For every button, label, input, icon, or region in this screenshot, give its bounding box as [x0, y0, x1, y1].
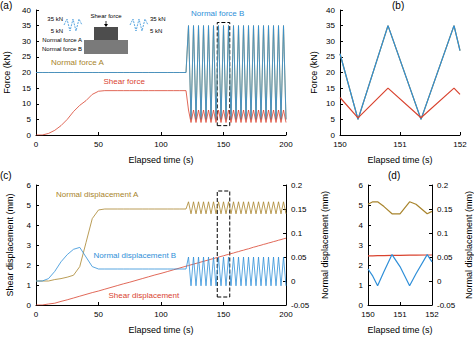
svg-text:Elapsed time (s): Elapsed time (s) — [128, 325, 193, 335]
svg-text:20: 20 — [326, 68, 335, 77]
svg-text:0: 0 — [34, 140, 39, 149]
svg-text:6: 6 — [359, 181, 364, 190]
svg-text:200: 200 — [279, 140, 293, 149]
svg-text:(c): (c) — [0, 170, 12, 181]
svg-text:0: 0 — [331, 131, 336, 140]
svg-text:100: 100 — [154, 310, 168, 319]
svg-text:35: 35 — [326, 21, 335, 30]
svg-text:200: 200 — [279, 310, 293, 319]
svg-text:5: 5 — [27, 201, 32, 210]
svg-text:Normal displacement A: Normal displacement A — [56, 190, 139, 199]
svg-text:50: 50 — [94, 310, 103, 319]
svg-text:100: 100 — [154, 140, 168, 149]
svg-text:50: 50 — [94, 140, 103, 149]
svg-text:Normal displacement (mm): Normal displacement (mm) — [464, 191, 474, 299]
svg-text:Elapsed time (s): Elapsed time (s) — [128, 155, 193, 165]
svg-text:40: 40 — [326, 6, 335, 15]
svg-text:Normal displacement (mm): Normal displacement (mm) — [320, 191, 330, 299]
svg-text:0.1: 0.1 — [291, 229, 303, 238]
svg-text:0.15: 0.15 — [437, 205, 453, 214]
svg-text:4: 4 — [27, 221, 32, 230]
svg-text:0.2: 0.2 — [437, 181, 449, 190]
svg-text:5 kN: 5 kN — [150, 28, 162, 34]
svg-text:6: 6 — [27, 181, 32, 190]
svg-text:Shear displacement: Shear displacement — [109, 291, 180, 300]
svg-text:-0.05: -0.05 — [291, 301, 310, 310]
svg-text:15: 15 — [326, 84, 335, 93]
svg-text:5: 5 — [331, 115, 336, 124]
svg-text:Shear force: Shear force — [104, 77, 146, 86]
svg-text:3: 3 — [359, 241, 364, 250]
svg-text:Normal force A: Normal force A — [42, 37, 82, 43]
svg-text:152: 152 — [425, 310, 439, 319]
svg-text:30: 30 — [22, 37, 31, 46]
svg-text:0.05: 0.05 — [291, 253, 307, 262]
svg-text:3: 3 — [27, 241, 32, 250]
svg-text:2: 2 — [359, 261, 364, 270]
svg-text:4: 4 — [359, 221, 364, 230]
svg-text:0: 0 — [34, 310, 39, 319]
svg-text:40: 40 — [22, 6, 31, 15]
svg-text:Elapsed time (s): Elapsed time (s) — [367, 325, 432, 335]
svg-text:15: 15 — [22, 84, 31, 93]
svg-text:10: 10 — [22, 99, 31, 108]
svg-text:0: 0 — [437, 277, 442, 286]
svg-text:2: 2 — [27, 261, 32, 270]
svg-text:35 kN: 35 kN — [47, 16, 63, 22]
svg-text:150: 150 — [361, 310, 375, 319]
svg-text:151: 151 — [393, 140, 407, 149]
svg-text:35 kN: 35 kN — [150, 16, 166, 22]
svg-text:0.2: 0.2 — [291, 181, 303, 190]
svg-text:0: 0 — [359, 301, 364, 310]
svg-text:(a): (a) — [0, 0, 12, 11]
svg-text:152: 152 — [453, 140, 467, 149]
svg-text:30: 30 — [326, 37, 335, 46]
svg-text:Normal displacement B: Normal displacement B — [94, 251, 177, 260]
svg-text:151: 151 — [393, 310, 407, 319]
svg-text:Force (kN): Force (kN) — [309, 51, 319, 94]
svg-text:(b): (b) — [392, 0, 404, 11]
svg-text:Normal force A: Normal force A — [51, 58, 105, 67]
svg-text:1: 1 — [27, 281, 32, 290]
svg-text:Force (kN): Force (kN) — [2, 51, 12, 94]
svg-text:Normal force B: Normal force B — [42, 46, 82, 52]
svg-text:150: 150 — [217, 310, 231, 319]
svg-text:150: 150 — [217, 140, 231, 149]
svg-text:5 kN: 5 kN — [51, 28, 63, 34]
svg-text:-0.05: -0.05 — [437, 301, 456, 310]
svg-text:25: 25 — [326, 52, 335, 61]
svg-text:35: 35 — [22, 21, 31, 30]
svg-text:5: 5 — [27, 115, 32, 124]
svg-text:1: 1 — [359, 281, 364, 290]
svg-text:(d): (d) — [388, 170, 400, 181]
svg-text:Shear displacement (mm): Shear displacement (mm) — [5, 193, 15, 296]
svg-text:0: 0 — [27, 301, 32, 310]
svg-text:0.1: 0.1 — [437, 229, 449, 238]
svg-text:Normal force B: Normal force B — [191, 9, 244, 18]
svg-text:5: 5 — [359, 201, 364, 210]
svg-text:0.15: 0.15 — [291, 205, 307, 214]
svg-text:0.05: 0.05 — [437, 253, 453, 262]
svg-text:25: 25 — [22, 52, 31, 61]
svg-text:Elapsed time (s): Elapsed time (s) — [367, 155, 432, 165]
svg-text:150: 150 — [333, 140, 347, 149]
svg-text:0: 0 — [27, 131, 32, 140]
svg-text:20: 20 — [22, 68, 31, 77]
svg-text:Shear force: Shear force — [90, 13, 122, 19]
svg-text:0: 0 — [291, 277, 296, 286]
svg-text:10: 10 — [326, 99, 335, 108]
